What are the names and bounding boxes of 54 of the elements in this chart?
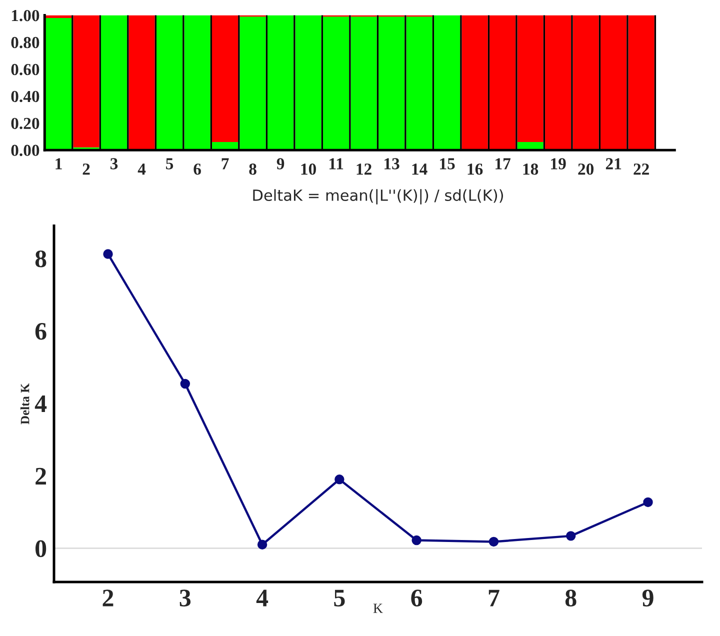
x-tick-label: 19 <box>551 158 566 170</box>
x-tick-label: 8 <box>565 590 576 606</box>
point <box>103 249 113 259</box>
x-tick-label: 2 <box>102 590 114 606</box>
x-tick-label: 6 <box>194 164 201 175</box>
x-tick-label: 22 <box>634 164 649 175</box>
x-tick-label: 21 <box>606 158 622 170</box>
bar <box>628 15 654 150</box>
x-axis-title: K <box>373 604 383 613</box>
point <box>488 536 499 547</box>
y-tick-label: 6 <box>35 322 46 340</box>
y-tick-label: 0.40 <box>11 90 40 102</box>
x-tick-label: 2 <box>82 164 90 175</box>
x-tick-label: 5 <box>166 158 174 170</box>
x-tick-label: 14 <box>412 164 428 175</box>
x-tick-label: 20 <box>578 164 594 175</box>
y-tick-label: 8 <box>35 250 46 268</box>
x-tick-label: 3 <box>110 158 118 170</box>
x-tick-label: 7 <box>222 158 229 170</box>
point <box>257 540 268 550</box>
x-tick-label: 9 <box>642 590 654 606</box>
bar <box>128 15 155 150</box>
x-tick-label: 7 <box>488 590 500 606</box>
x-tick-label: 6 <box>411 590 422 606</box>
x-tick-label: 13 <box>384 158 400 170</box>
x-tick-label: 10 <box>301 164 316 175</box>
x-tick-label: 3 <box>180 590 191 606</box>
y-tick-label: 0 <box>36 540 46 558</box>
y-tick-label: 4 <box>34 396 47 412</box>
y-tick-label: 2 <box>36 468 46 484</box>
point <box>643 497 653 508</box>
x-tick-label: 12 <box>356 164 372 175</box>
x-tick-label: 4 <box>138 164 146 175</box>
x-tick-label: 5 <box>334 590 345 606</box>
x-tick-label: 9 <box>276 158 284 170</box>
y-tick-label: 0.00 <box>11 144 40 156</box>
y-tick-label: 1.00 <box>12 10 40 22</box>
point <box>412 535 422 546</box>
y-axis-title: Delta K <box>20 383 30 424</box>
x-tick-label: 18 <box>523 164 538 175</box>
x-tick-label: 1 <box>56 158 62 170</box>
x-tick-label: 11 <box>330 158 344 170</box>
y-tick-label: 0.20 <box>11 118 40 130</box>
point <box>334 474 344 484</box>
x-tick-label: 4 <box>256 590 268 606</box>
x-tick-label: 8 <box>249 164 256 175</box>
point <box>566 531 576 541</box>
y-tick-label: 0.80 <box>11 36 40 48</box>
x-tick-label: 16 <box>468 164 483 175</box>
x-tick-label: 17 <box>496 158 510 170</box>
chart-title: DeltaK = mean(|L''(K)|) / sd(L(K)) <box>253 189 503 204</box>
y-tick-label: 0.60 <box>11 64 40 76</box>
x-tick-label: 15 <box>440 158 455 170</box>
point <box>180 378 190 389</box>
